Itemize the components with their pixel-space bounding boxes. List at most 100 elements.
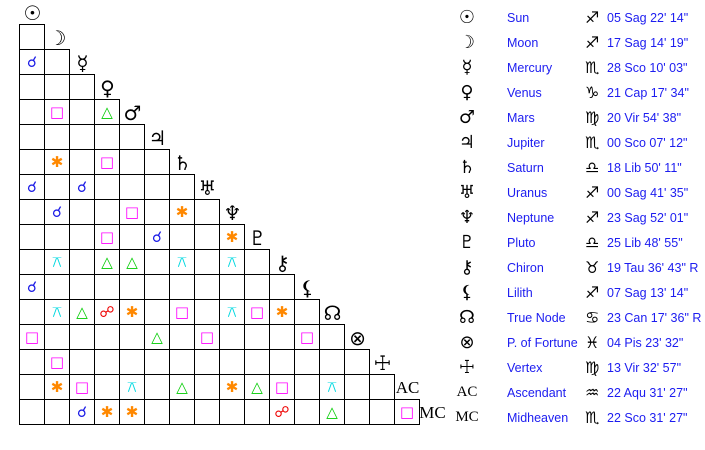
planet-position: 21 Cap 17' 34" xyxy=(607,85,689,100)
planet-position: 00 Sco 07' 12" xyxy=(607,135,688,150)
planet-name[interactable]: Pluto xyxy=(507,235,536,250)
planet-name[interactable]: Saturn xyxy=(507,160,544,175)
sign-glyph-icon: ♉ xyxy=(585,258,600,277)
aspect-cell-empty xyxy=(94,349,120,375)
aspect-cell-empty xyxy=(144,199,170,225)
sextile-aspect-cell: ✱ xyxy=(219,374,245,400)
planet-position: 04 Pis 23' 32" xyxy=(607,335,684,350)
aspect-cell-empty xyxy=(194,199,220,225)
p-of-fortune-glyph-icon: ⊗ xyxy=(349,325,366,350)
planet-name[interactable]: Vertex xyxy=(507,360,543,375)
aspect-cell-empty xyxy=(219,274,245,300)
sign-glyph-icon: ♍ xyxy=(585,358,600,377)
sextile-aspect-cell: ✱ xyxy=(119,299,145,325)
quincunx-aspect-cell: ⚻ xyxy=(219,249,245,275)
planet-name[interactable]: Moon xyxy=(507,35,539,50)
aspect-cell-empty xyxy=(194,349,220,375)
planet-glyph-icon: MC xyxy=(455,409,479,425)
aspect-cell-empty xyxy=(119,174,145,200)
planet-name[interactable]: Mercury xyxy=(507,60,553,75)
sextile-aspect-cell: ✱ xyxy=(169,199,195,225)
aspect-cell-empty xyxy=(319,324,345,350)
aspect-cell-empty xyxy=(94,374,120,400)
conjunction-icon: ☌ xyxy=(26,277,38,296)
planet-row: ⊗ P. of Fortune ♓ 04 Pis 23' 32" xyxy=(455,330,705,355)
sextile-icon: ✱ xyxy=(275,302,289,321)
aspect-cell-empty xyxy=(269,349,295,375)
square-icon: □ xyxy=(299,327,315,346)
planet-row: ☿ Mercury ♏ 28 Sco 10' 03" xyxy=(455,55,705,80)
aspect-cell-empty xyxy=(219,324,245,350)
sextile-icon: ✱ xyxy=(225,377,239,396)
planet-position: 13 Vir 32' 57" xyxy=(607,360,682,375)
planet-name[interactable]: True Node xyxy=(507,310,566,325)
aspect-cell-empty xyxy=(344,349,370,375)
planet-name[interactable]: Jupiter xyxy=(507,135,545,150)
aspect-cell-empty xyxy=(269,274,295,300)
quincunx-aspect-cell: ⚻ xyxy=(169,249,195,275)
conjunction-icon: ☌ xyxy=(26,177,38,196)
aspect-cell-empty xyxy=(19,224,45,250)
planet-row: ♄ Saturn ♎ 18 Lib 50' 11" xyxy=(455,155,705,180)
sign-glyph-icon: ♓ xyxy=(585,333,600,352)
planet-glyph-icon: ☽ xyxy=(458,32,476,53)
planet-name[interactable]: Lilith xyxy=(507,285,533,300)
quincunx-aspect-cell: ⚻ xyxy=(44,299,70,325)
aspect-cell-empty xyxy=(144,249,170,275)
square-aspect-cell: □ xyxy=(294,324,320,350)
aspect-cell-empty xyxy=(69,149,95,175)
planet-name[interactable]: Mars xyxy=(507,110,535,125)
aspect-cell-empty xyxy=(294,374,320,400)
aspect-cell-empty xyxy=(269,324,295,350)
planet-name[interactable]: Chiron xyxy=(507,260,544,275)
sextile-aspect-cell: ✱ xyxy=(94,399,120,425)
opposition-icon: ☍ xyxy=(99,302,115,321)
sextile-aspect-cell: ✱ xyxy=(119,399,145,425)
aspect-cell-empty xyxy=(194,299,220,325)
aspect-cell-empty xyxy=(94,124,120,150)
square-icon: □ xyxy=(99,227,115,246)
aspect-cell-empty xyxy=(194,374,220,400)
planet-row: ☊ True Node ♋ 23 Can 17' 36" R xyxy=(455,305,705,330)
planet-glyph-icon: ♄ xyxy=(458,157,476,178)
square-aspect-cell: □ xyxy=(94,224,120,250)
conjunction-icon: ☌ xyxy=(26,52,38,71)
trine-icon: △ xyxy=(251,377,263,396)
aspect-cell-empty xyxy=(169,174,195,200)
aspect-cell-empty xyxy=(194,224,220,250)
planet-name[interactable]: Venus xyxy=(507,85,542,100)
square-aspect-cell: □ xyxy=(169,299,195,325)
aspect-cell-empty xyxy=(19,74,45,100)
planet-position: 23 Sag 52' 01" xyxy=(607,210,689,225)
aspect-cell-empty xyxy=(119,224,145,250)
trine-aspect-cell: △ xyxy=(144,324,170,350)
planet-name[interactable]: P. of Fortune xyxy=(507,335,578,350)
sign-glyph-icon: ♎ xyxy=(585,233,600,252)
sign-glyph-icon: ♎ xyxy=(585,158,600,177)
sextile-aspect-cell: ✱ xyxy=(219,224,245,250)
square-icon: □ xyxy=(399,402,415,421)
sextile-icon: ✱ xyxy=(225,227,239,246)
quincunx-aspect-cell: ⚻ xyxy=(319,374,345,400)
planet-glyph-icon: ⚷ xyxy=(460,257,474,278)
trine-aspect-cell: △ xyxy=(119,249,145,275)
planet-name[interactable]: Uranus xyxy=(507,185,548,200)
aspect-cell-empty xyxy=(144,174,170,200)
square-aspect-cell: □ xyxy=(269,374,295,400)
planet-name[interactable]: Sun xyxy=(507,10,530,25)
square-icon: □ xyxy=(49,102,65,121)
planet-name[interactable]: Ascendant xyxy=(507,385,567,400)
planet-glyph-icon: ♀ xyxy=(460,82,474,103)
planet-name[interactable]: Neptune xyxy=(507,210,555,225)
square-aspect-cell: □ xyxy=(69,374,95,400)
aspect-cell-empty xyxy=(69,199,95,225)
aspect-cell-empty xyxy=(19,374,45,400)
planet-position: 19 Tau 36' 43" R xyxy=(607,260,699,275)
conjunction-icon: ☌ xyxy=(76,177,88,196)
planet-position: 20 Vir 54' 38" xyxy=(607,110,682,125)
ascendant-glyph-icon: AC xyxy=(395,378,420,397)
aspect-cell-empty xyxy=(144,149,170,175)
planet-name[interactable]: Midheaven xyxy=(507,410,569,425)
vertex-glyph-icon: ☩ xyxy=(373,350,392,375)
sign-glyph-icon: ♑ xyxy=(585,83,600,102)
